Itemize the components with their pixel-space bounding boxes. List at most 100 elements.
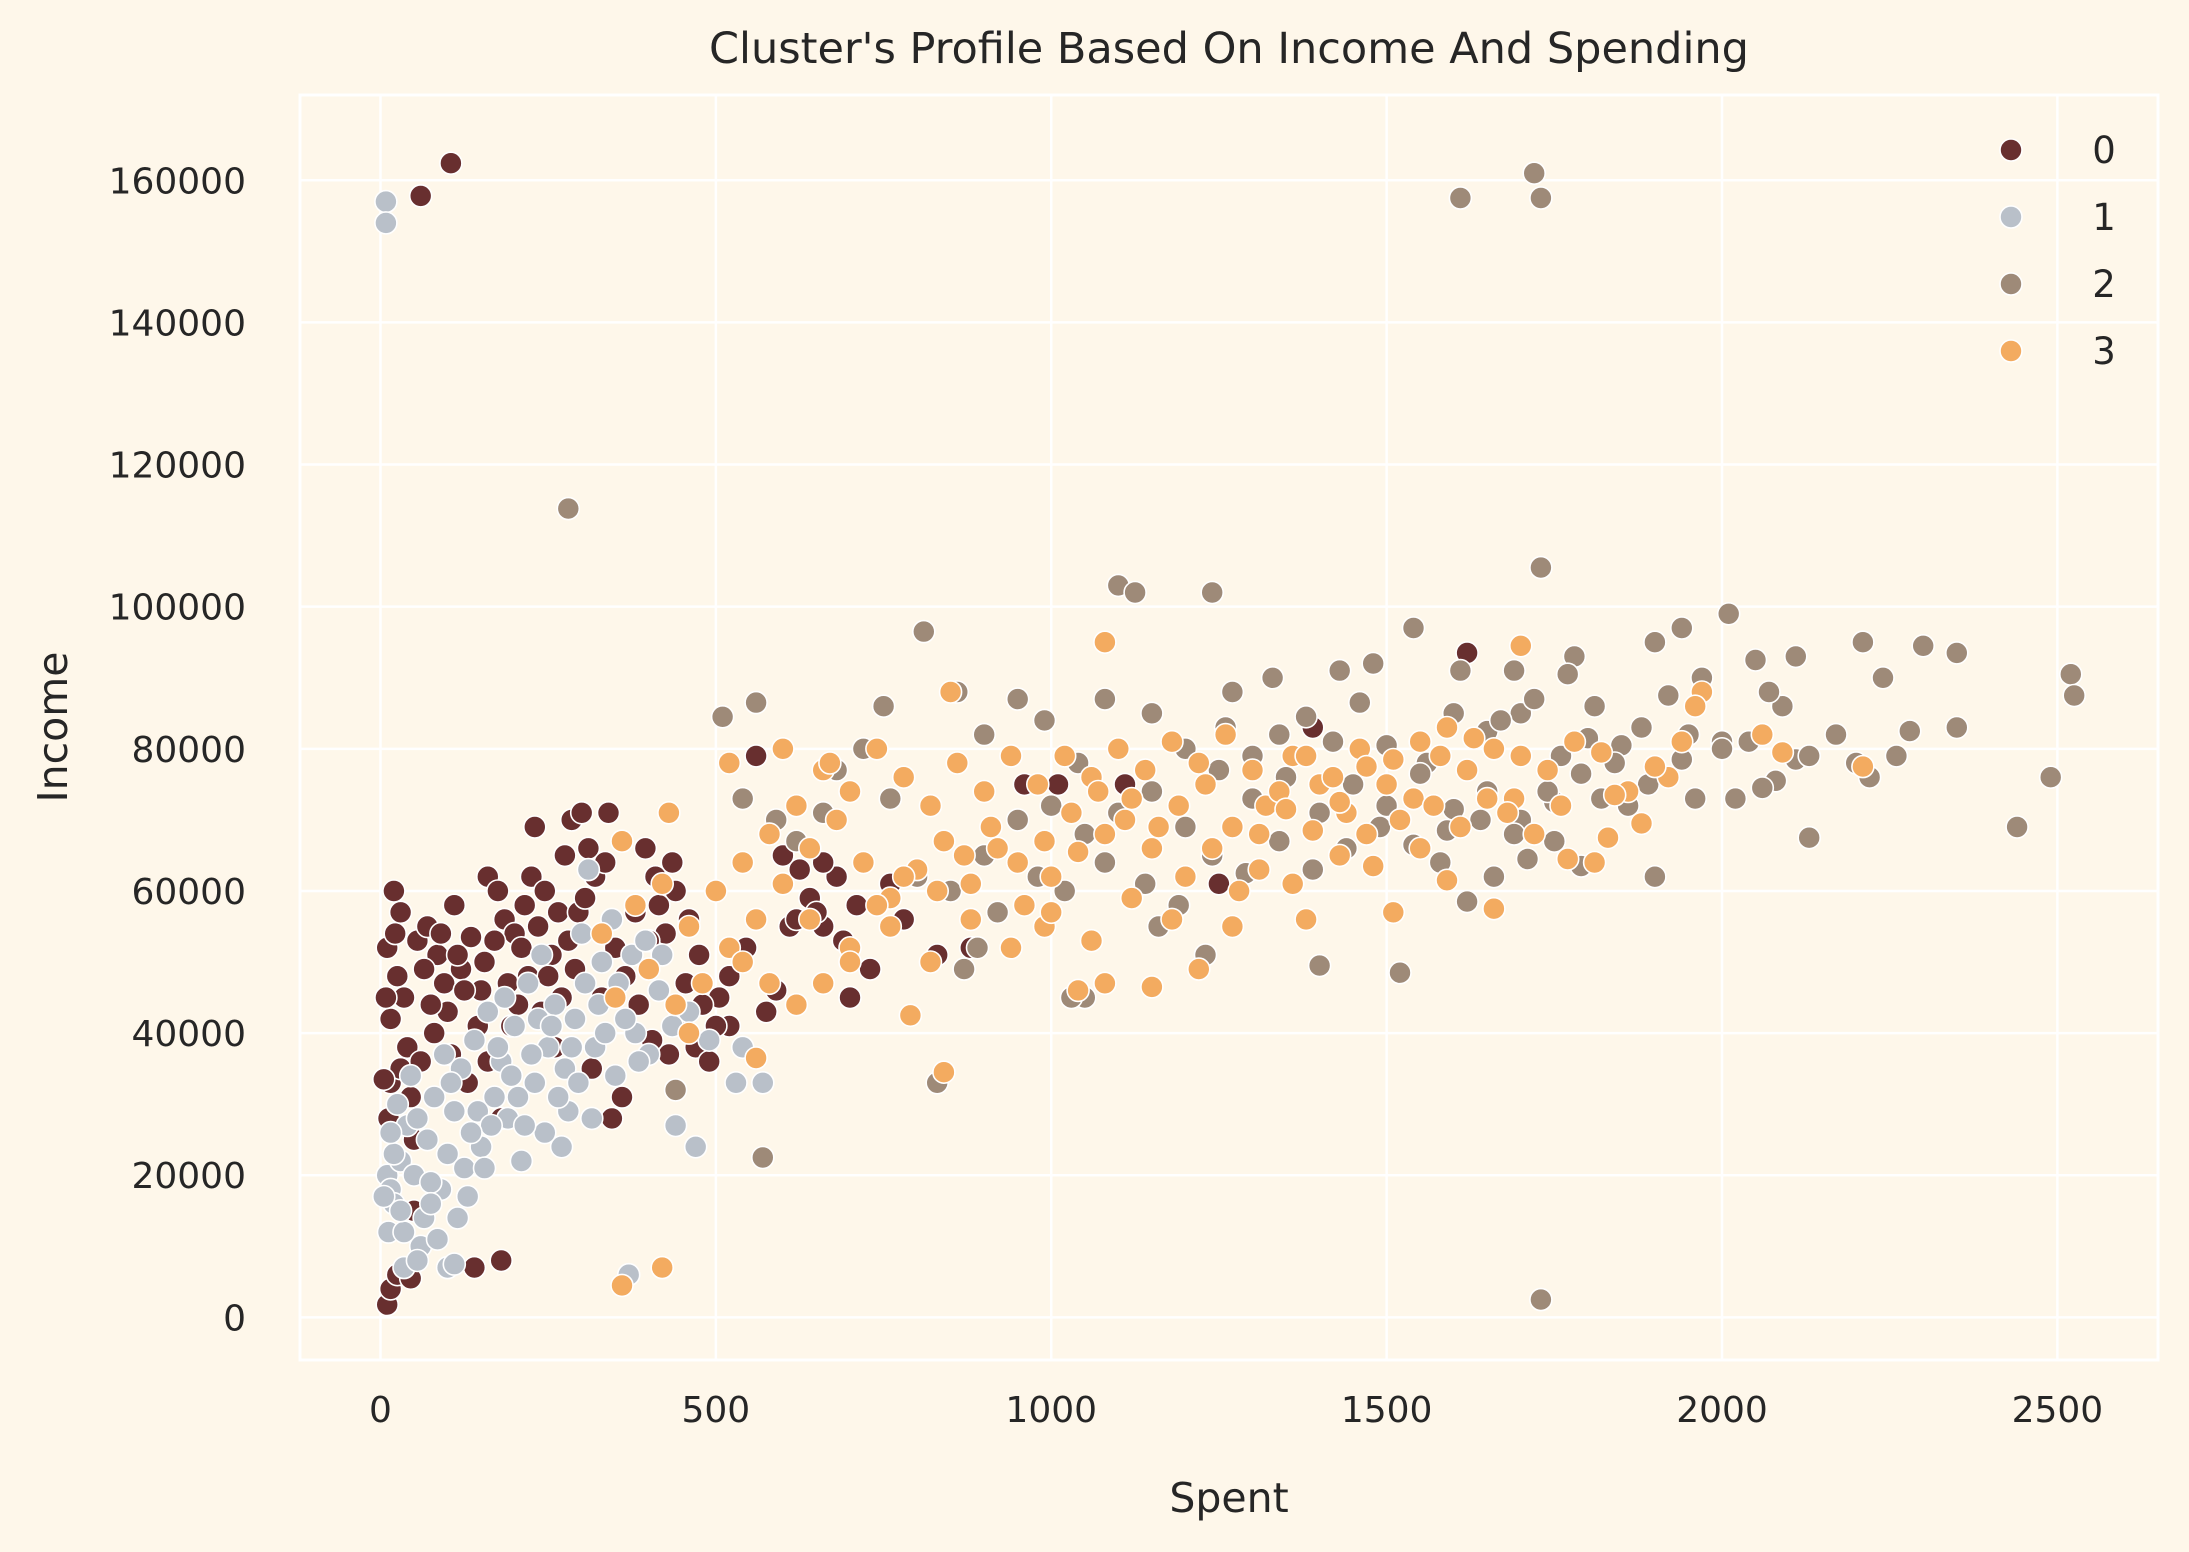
data-point-cluster-3	[865, 893, 889, 918]
data-point-cluster-0	[838, 985, 862, 1010]
data-point-cluster-3	[1140, 975, 1164, 999]
data-point-cluster-3	[1374, 772, 1399, 797]
data-point-cluster-3	[838, 779, 862, 804]
data-point-cluster-2	[1522, 161, 1546, 185]
data-point-cluster-3	[1119, 886, 1144, 910]
data-point-cluster-3	[1495, 800, 1520, 825]
data-point-cluster-1	[553, 1056, 577, 1081]
data-point-cluster-3	[1388, 808, 1412, 832]
x-tick-label: 2000	[1676, 1390, 1768, 1431]
data-point-cluster-3	[1535, 758, 1560, 782]
data-point-cluster-0	[600, 1106, 624, 1131]
data-point-cluster-3	[1140, 836, 1164, 861]
data-point-cluster-3	[958, 907, 983, 932]
data-point-cluster-1	[479, 1113, 504, 1138]
x-axis-title: Spent	[1169, 1474, 1288, 1522]
data-point-cluster-2	[1582, 694, 1607, 719]
data-point-cluster-2	[1911, 633, 1935, 658]
data-point-cluster-2	[556, 496, 581, 521]
data-point-cluster-2	[1851, 630, 1875, 655]
data-point-cluster-2	[1871, 665, 1895, 690]
data-point-cluster-1	[415, 1127, 440, 1152]
data-point-cluster-3	[1770, 740, 1795, 765]
data-point-cluster-0	[489, 1248, 514, 1273]
data-point-cluster-1	[378, 1120, 403, 1145]
data-point-cluster-1	[549, 1135, 574, 1159]
data-point-cluster-3	[1187, 751, 1211, 775]
legend-marker-1	[1999, 205, 2023, 229]
data-point-cluster-0	[418, 992, 443, 1017]
data-point-cluster-2	[965, 935, 990, 960]
data-point-cluster-1	[432, 1042, 457, 1067]
data-point-cluster-2	[1945, 715, 1969, 740]
data-point-cluster-3	[1555, 847, 1580, 871]
data-point-cluster-3	[1066, 978, 1090, 1003]
data-point-cluster-1	[576, 857, 601, 882]
data-point-cluster-2	[1945, 641, 1969, 665]
data-point-cluster-1	[442, 1099, 467, 1124]
data-point-cluster-3	[1401, 786, 1426, 811]
data-point-cluster-3	[1381, 747, 1406, 772]
data-point-cluster-3	[1381, 900, 1406, 925]
legend-label-2: 2	[2092, 263, 2116, 306]
data-point-cluster-3	[677, 914, 701, 939]
data-point-cluster-1	[529, 943, 554, 967]
data-point-cluster-3	[1421, 793, 1446, 818]
data-point-cluster-3	[1294, 907, 1318, 932]
data-point-cluster-3	[851, 850, 876, 875]
data-point-cluster-1	[418, 1170, 443, 1195]
data-point-cluster-2	[1750, 776, 1775, 800]
data-point-cluster-3	[1643, 754, 1667, 779]
data-point-cluster-1	[455, 1184, 480, 1209]
data-point-cluster-0	[633, 836, 658, 861]
data-point-cluster-3	[730, 950, 755, 974]
data-point-cluster-3	[603, 985, 628, 1010]
x-tick-label: 1000	[1005, 1390, 1097, 1431]
data-point-cluster-2	[1515, 847, 1540, 871]
data-point-cluster-3	[891, 864, 916, 889]
data-point-cluster-1	[502, 1014, 527, 1038]
data-point-cluster-0	[744, 744, 768, 768]
data-point-cluster-0	[378, 1007, 403, 1031]
legend-marker-0	[1999, 138, 2023, 162]
data-point-cluster-3	[1093, 630, 1117, 655]
data-point-cluster-3	[932, 1060, 956, 1084]
data-point-cluster-2	[1005, 808, 1030, 832]
data-point-cluster-2	[1670, 616, 1694, 640]
data-point-cluster-3	[1166, 793, 1191, 818]
data-point-cluster-1	[418, 1191, 443, 1216]
data-point-cluster-2	[1307, 953, 1332, 978]
data-point-cluster-1	[559, 1035, 584, 1060]
data-point-cluster-2	[1327, 658, 1352, 683]
data-point-cluster-1	[445, 1206, 470, 1230]
data-point-cluster-1	[539, 1014, 564, 1038]
data-point-cluster-3	[1354, 754, 1379, 779]
data-point-cluster-1	[546, 1085, 571, 1109]
data-point-cluster-3	[744, 1046, 768, 1070]
data-point-cluster-3	[1408, 729, 1432, 754]
data-point-cluster-3	[818, 751, 842, 775]
data-point-cluster-0	[553, 843, 577, 868]
data-point-cluster-1	[566, 1071, 591, 1095]
data-point-cluster-1	[613, 1007, 638, 1031]
data-point-cluster-1	[579, 1106, 604, 1131]
data-point-cluster-3	[1247, 822, 1271, 846]
data-point-cluster-3	[1448, 815, 1473, 839]
data-point-cluster-3	[610, 829, 634, 854]
data-point-cluster-1	[603, 1063, 628, 1088]
data-point-cluster-3	[945, 751, 970, 775]
data-point-cluster-3	[1119, 786, 1144, 811]
data-point-cluster-2	[1643, 630, 1667, 655]
data-point-cluster-2	[1502, 658, 1526, 683]
data-point-cluster-2	[1529, 186, 1553, 210]
data-point-cluster-3	[730, 850, 755, 875]
data-point-cluster-0	[519, 864, 544, 889]
data-point-cluster-1	[519, 1042, 544, 1067]
data-point-cluster-0	[844, 893, 869, 918]
data-point-cluster-0	[383, 921, 408, 946]
data-point-cluster-2	[1797, 825, 1821, 850]
data-point-cluster-0	[858, 957, 882, 981]
data-point-cluster-1	[371, 1184, 396, 1209]
data-point-cluster-3	[1361, 854, 1385, 878]
data-point-cluster-3	[1589, 740, 1614, 765]
